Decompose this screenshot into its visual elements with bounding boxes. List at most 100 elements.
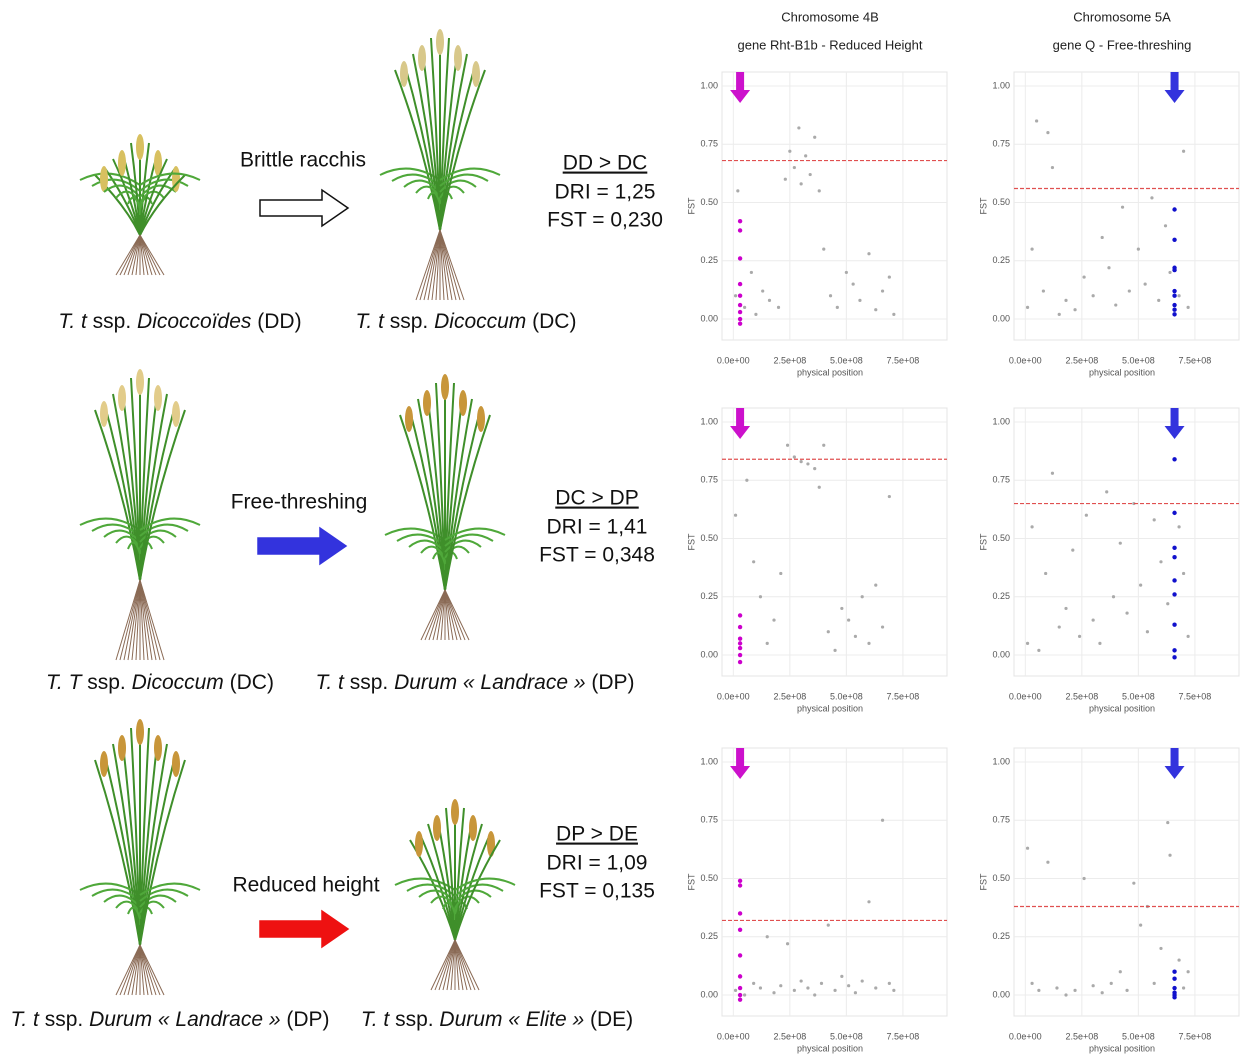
point [743, 993, 747, 997]
point [874, 986, 878, 990]
point [1082, 275, 1086, 279]
point [1172, 969, 1177, 974]
y-axis-label: FST [686, 533, 696, 551]
plant-leaf [127, 541, 141, 555]
point [1172, 457, 1177, 462]
species-label: T. t ssp. Dicoccum (DC) [356, 310, 577, 333]
point [860, 979, 864, 983]
point [1109, 981, 1113, 985]
point [1118, 970, 1122, 974]
point [767, 298, 772, 302]
point [1172, 293, 1177, 298]
point [833, 648, 837, 652]
process-label: Free-threshing [231, 491, 368, 514]
comparison: DD > DC [563, 152, 648, 175]
point [840, 606, 844, 611]
plant-leaf [139, 172, 201, 186]
point [867, 900, 871, 904]
fst: FST = 0,348 [539, 544, 655, 567]
y-tick-label: 0.00 [992, 313, 1010, 323]
point [737, 316, 743, 322]
point [1139, 923, 1143, 927]
point [853, 991, 858, 995]
point [853, 634, 858, 638]
point [752, 560, 756, 564]
point [1172, 307, 1177, 312]
dri: DRI = 1,25 [555, 181, 656, 204]
plant-leaf [127, 196, 141, 210]
x-tick-label: 7.5e+08 [887, 1031, 920, 1041]
y-tick-label: 0.25 [992, 255, 1010, 265]
point [860, 595, 864, 599]
point [783, 177, 787, 181]
label-part: Durum « Landrace » [83, 1008, 280, 1031]
point [1044, 571, 1048, 576]
point [817, 485, 821, 489]
point [1125, 988, 1129, 992]
gene-arrow [730, 748, 751, 779]
point [1186, 970, 1190, 974]
plant-leaf [139, 190, 165, 204]
point [1025, 846, 1030, 850]
x-tick-label: 0.0e+00 [1009, 691, 1042, 701]
gene-arrow [1164, 72, 1185, 103]
point [737, 641, 743, 646]
point [804, 154, 808, 158]
gene-arrow [1164, 408, 1185, 439]
x-tick-label: 5.0e+08 [1122, 1031, 1155, 1041]
point [1071, 548, 1075, 552]
point [1125, 611, 1129, 615]
point [1057, 625, 1061, 629]
process-label: Brittle racchis [240, 149, 366, 172]
y-tick-label: 1.00 [700, 80, 718, 90]
point [826, 923, 830, 927]
point [792, 165, 796, 170]
x-tick-label: 2.5e+08 [773, 1031, 806, 1041]
plant-leaf [139, 535, 165, 549]
label-part: Durum « Elite » [434, 1008, 585, 1031]
point [813, 993, 817, 997]
point [1077, 634, 1082, 638]
label-part: ssp. [87, 310, 131, 333]
point [765, 641, 769, 645]
fst: FST = 0,135 [539, 880, 655, 903]
point [847, 618, 851, 622]
gene-arrow [1164, 748, 1185, 779]
point [1037, 988, 1041, 992]
y-tick-label: 1.00 [700, 756, 718, 766]
plot-panel [721, 71, 948, 341]
point [1064, 993, 1068, 997]
plant-leaf [139, 517, 201, 531]
point [844, 270, 848, 275]
point [737, 636, 743, 641]
species-label: T. t ssp. Durum « Elite » (DE) [361, 1008, 633, 1031]
point [765, 935, 769, 939]
y-tick-label: 1.00 [992, 416, 1010, 426]
point [1150, 196, 1154, 200]
process-arrow [257, 526, 348, 566]
point [737, 281, 743, 287]
y-tick-label: 1.00 [992, 80, 1010, 90]
plant-ear [454, 45, 462, 71]
plant-stem [444, 414, 491, 591]
plant-leaf [442, 901, 456, 915]
plant-ear [405, 406, 413, 432]
point [822, 443, 826, 447]
plant-ear [100, 166, 108, 192]
dri: DRI = 1,09 [547, 852, 648, 875]
plant-ear [472, 61, 480, 87]
point [749, 270, 753, 275]
plant-ear [154, 385, 162, 411]
column-gene: gene Q - Free-threshing [1053, 37, 1192, 52]
y-tick-label: 0.50 [992, 197, 1010, 207]
y-tick-label: 1.00 [700, 416, 718, 426]
label-part: T. t [361, 1008, 391, 1031]
point [874, 583, 878, 587]
point [880, 818, 885, 822]
comparison: DC > DP [555, 487, 638, 510]
y-tick-label: 0.50 [700, 197, 718, 207]
label-part: (DP) [281, 1008, 330, 1031]
point [733, 988, 738, 992]
x-tick-label: 7.5e+08 [1179, 1031, 1212, 1041]
plant-ear [100, 751, 108, 777]
